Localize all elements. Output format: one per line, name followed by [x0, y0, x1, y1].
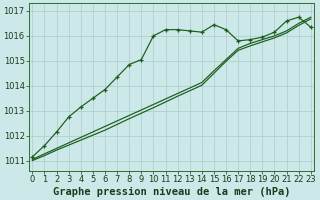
X-axis label: Graphe pression niveau de la mer (hPa): Graphe pression niveau de la mer (hPa)	[53, 186, 290, 197]
